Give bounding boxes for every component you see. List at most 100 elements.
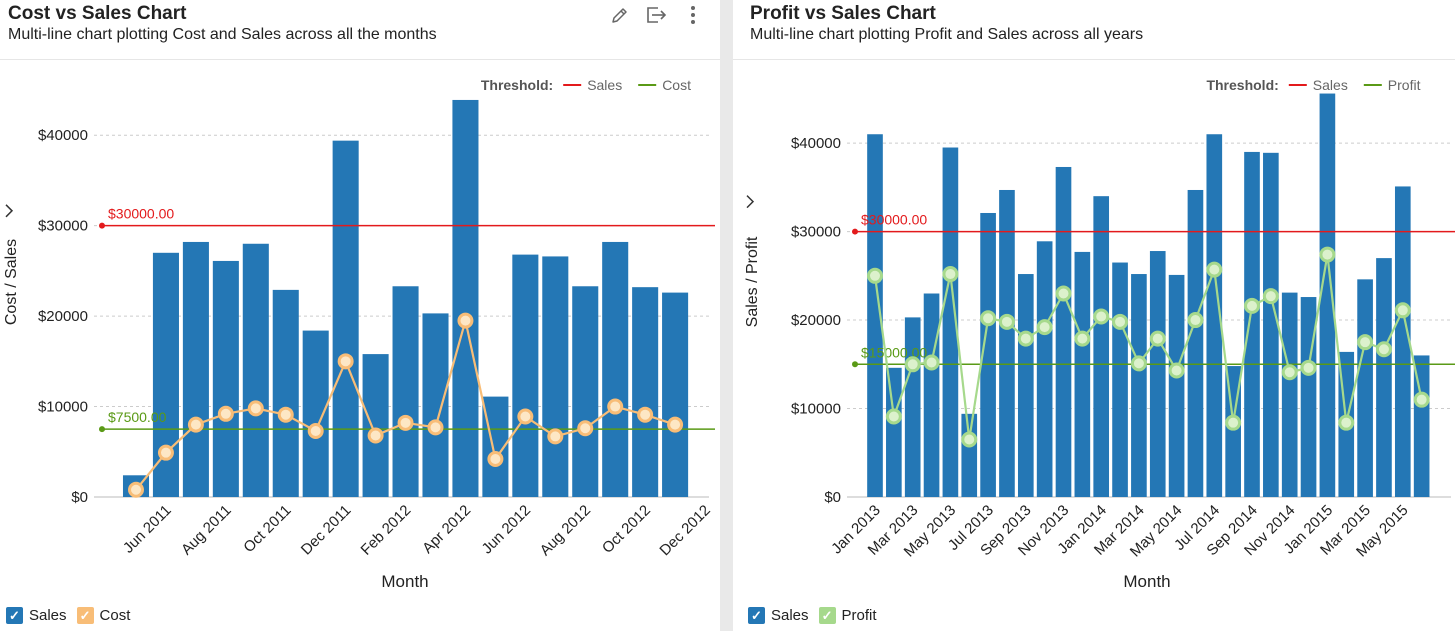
bar-jan-2013[interactable] bbox=[867, 134, 883, 497]
point-oct-2013[interactable] bbox=[1036, 319, 1053, 336]
bar-jun-2012[interactable] bbox=[512, 254, 539, 497]
point-jan-2012[interactable] bbox=[367, 427, 384, 444]
point-may-2015[interactable] bbox=[1394, 302, 1411, 319]
point-jun-2013[interactable] bbox=[961, 431, 978, 448]
bar-dec-2013[interactable] bbox=[1074, 251, 1091, 497]
point-may-2014[interactable] bbox=[1168, 362, 1185, 379]
bar-may-2013[interactable] bbox=[942, 147, 959, 497]
point-may-2012[interactable] bbox=[487, 451, 504, 468]
bar-jun-2014[interactable] bbox=[1187, 189, 1204, 497]
point-sep-2012[interactable] bbox=[607, 398, 624, 415]
bar-jan-2014[interactable] bbox=[1093, 196, 1110, 497]
point-jun-2012[interactable] bbox=[517, 408, 534, 425]
point-aug-2011[interactable] bbox=[217, 405, 234, 422]
point-apr-2013[interactable] bbox=[923, 354, 940, 371]
point-apr-2014[interactable] bbox=[1149, 330, 1166, 347]
bar-jul-2014[interactable] bbox=[1206, 134, 1223, 497]
bar-nov-2014[interactable] bbox=[1281, 292, 1298, 497]
bar-nov-2013[interactable] bbox=[1055, 166, 1072, 498]
legend-item-cost[interactable]: ✓ Cost bbox=[76, 606, 130, 624]
bar-jul-2013[interactable] bbox=[980, 212, 996, 497]
bar-apr-2015[interactable] bbox=[1376, 258, 1392, 497]
bar-apr-2013[interactable] bbox=[923, 293, 940, 498]
point-jun-2015[interactable] bbox=[1413, 391, 1430, 408]
point-mar-2013[interactable] bbox=[904, 356, 921, 373]
bar-sep-2013[interactable] bbox=[1017, 274, 1034, 497]
bar-jun-2013[interactable] bbox=[961, 413, 978, 497]
bar-feb-2013[interactable] bbox=[886, 367, 902, 497]
bar-apr-2014[interactable] bbox=[1149, 251, 1166, 497]
point-aug-2013[interactable] bbox=[998, 313, 1015, 330]
bar-jul-2012[interactable] bbox=[542, 256, 569, 497]
bar-jun-2015[interactable] bbox=[1413, 355, 1430, 497]
point-jun-2011[interactable] bbox=[157, 444, 174, 461]
point-jul-2011[interactable] bbox=[187, 416, 204, 433]
point-jan-2014[interactable] bbox=[1093, 308, 1110, 325]
bar-apr-2012[interactable] bbox=[452, 99, 479, 498]
point-jul-2012[interactable] bbox=[547, 428, 564, 445]
bar-mar-2012[interactable] bbox=[422, 313, 449, 497]
point-jul-2014[interactable] bbox=[1206, 261, 1223, 278]
bar-oct-2013[interactable] bbox=[1036, 241, 1053, 497]
point-feb-2015[interactable] bbox=[1338, 414, 1355, 431]
more-vertical-icon[interactable] bbox=[681, 3, 705, 27]
bar-aug-2011[interactable] bbox=[212, 260, 239, 497]
bar-mar-2015[interactable] bbox=[1357, 279, 1373, 497]
point-nov-2011[interactable] bbox=[307, 422, 324, 439]
point-aug-2012[interactable] bbox=[577, 420, 594, 437]
point-sep-2013[interactable] bbox=[1017, 330, 1034, 347]
point-aug-2014[interactable] bbox=[1225, 414, 1242, 431]
legend-item-sales[interactable]: ✓ Sales bbox=[6, 606, 67, 624]
point-oct-2014[interactable] bbox=[1262, 288, 1279, 305]
bar-sep-2012[interactable] bbox=[602, 241, 629, 497]
legend-item-profit[interactable]: ✓ Profit bbox=[818, 606, 877, 624]
point-oct-2012[interactable] bbox=[637, 406, 654, 423]
point-mar-2015[interactable] bbox=[1357, 334, 1374, 351]
bar-oct-2014[interactable] bbox=[1263, 152, 1279, 497]
point-dec-2011[interactable] bbox=[337, 353, 354, 370]
point-feb-2012[interactable] bbox=[397, 414, 414, 431]
bar-mar-2014[interactable] bbox=[1131, 274, 1147, 497]
point-jan-2015[interactable] bbox=[1319, 246, 1336, 263]
point-feb-2014[interactable] bbox=[1112, 313, 1129, 330]
point-feb-2013[interactable] bbox=[885, 408, 902, 425]
point-jul-2013[interactable] bbox=[980, 310, 997, 327]
bar-jan-2015[interactable] bbox=[1319, 93, 1336, 498]
bar-oct-2011[interactable] bbox=[272, 289, 299, 497]
point-mar-2014[interactable] bbox=[1130, 355, 1147, 372]
bar-oct-2012[interactable] bbox=[632, 287, 659, 497]
point-nov-2014[interactable] bbox=[1281, 364, 1298, 381]
bar-sep-2014[interactable] bbox=[1244, 151, 1260, 497]
chevron-right-icon[interactable] bbox=[5, 204, 14, 218]
bar-jan-2012[interactable] bbox=[362, 354, 389, 497]
bar-dec-2014[interactable] bbox=[1300, 297, 1317, 497]
legend-item-sales[interactable]: ✓ Sales bbox=[748, 606, 809, 624]
point-apr-2015[interactable] bbox=[1375, 341, 1392, 358]
point-jun-2014[interactable] bbox=[1187, 312, 1204, 329]
chevron-right-icon[interactable] bbox=[746, 195, 755, 209]
point-sep-2014[interactable] bbox=[1244, 297, 1260, 314]
bar-sep-2011[interactable] bbox=[242, 243, 269, 497]
point-dec-2013[interactable] bbox=[1074, 330, 1091, 347]
bar-feb-2012[interactable] bbox=[392, 286, 419, 497]
point-may-2013[interactable] bbox=[942, 266, 959, 283]
point-nov-2012[interactable] bbox=[667, 416, 684, 433]
bar-aug-2013[interactable] bbox=[999, 189, 1015, 497]
point-may-2011[interactable] bbox=[128, 481, 144, 498]
point-dec-2014[interactable] bbox=[1300, 359, 1317, 376]
pencil-icon[interactable] bbox=[608, 3, 632, 27]
point-sep-2011[interactable] bbox=[247, 400, 264, 417]
bar-dec-2011[interactable] bbox=[332, 140, 359, 497]
point-mar-2012[interactable] bbox=[427, 419, 444, 436]
point-nov-2013[interactable] bbox=[1055, 285, 1072, 302]
bar-nov-2011[interactable] bbox=[302, 330, 329, 497]
bar-may-2015[interactable] bbox=[1394, 186, 1411, 497]
point-jan-2013[interactable] bbox=[867, 267, 883, 284]
export-icon[interactable] bbox=[644, 3, 668, 27]
bar-jul-2011[interactable] bbox=[182, 241, 209, 497]
point-apr-2012[interactable] bbox=[457, 312, 474, 329]
bar-nov-2012[interactable] bbox=[662, 292, 689, 497]
point-oct-2011[interactable] bbox=[277, 406, 294, 423]
bar-aug-2012[interactable] bbox=[572, 286, 599, 497]
bar-may-2014[interactable] bbox=[1168, 274, 1185, 497]
